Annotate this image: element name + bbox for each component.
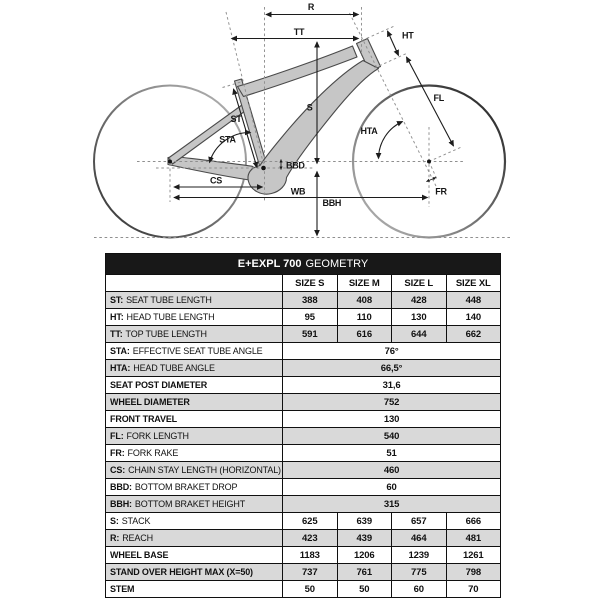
dimension-arrows: [173, 11, 454, 237]
table-row-chain-stay-length: CS: CHAIN STAY LENGTH (HORIZONTAL) 460: [105, 461, 502, 479]
head-tube-arrow: [386, 30, 400, 57]
seat-tube-arrow: [232, 88, 259, 169]
table-row-seat-tube-length: ST: SEAT TUBE LENGTH 388 408 428 448: [105, 291, 502, 309]
bottom-bracket-dot: [261, 165, 266, 171]
reach-label: R: [308, 2, 315, 12]
geometry-table: E+EXPL 700 GEOMETRY SIZE S SIZE M SIZE L …: [104, 253, 502, 598]
chain-stay-label: CS: [210, 176, 222, 186]
table-header-row: SIZE S SIZE M SIZE L SIZE XL: [105, 274, 502, 292]
fork-rake-label: FR: [435, 187, 447, 197]
fork-length-arrow: [406, 56, 454, 147]
model-name: E+EXPL 700: [237, 258, 302, 270]
top-tube-label: TT: [294, 27, 305, 37]
header-size-xl: SIZE XL: [445, 274, 502, 292]
top-tube: [236, 45, 358, 98]
table-row-head-tube-angle: HTA: HEAD TUBE ANGLE 66,5°: [105, 359, 502, 377]
table-row-fork-length: FL: FORK LENGTH 540: [105, 427, 502, 445]
stack-label: S: [307, 103, 313, 113]
head-tube-label: HT: [402, 31, 414, 41]
head-tube-perp-top: [361, 25, 396, 41]
header-size-s: SIZE S: [282, 274, 338, 292]
table-row-bottom-bracket-drop: BBD: BOTTOM BRAKET DROP 60: [105, 478, 502, 496]
table-row-bottom-bracket-height: BBH: BOTTOM BRAKET HEIGHT 315: [105, 495, 502, 513]
table-row-seat-tube-angle: STA: EFFECTIVE SEAT TUBE ANGLE 76°: [105, 342, 502, 360]
table-row-wheel-base: WHEEL BASE 1183 1206 1239 1261: [105, 546, 502, 564]
table-row-reach: R: REACH 423 439 464 481: [105, 529, 502, 547]
bike-geometry-diagram: R TT HT S ST STA FL HTA BBD CS WB BBH FR: [93, 2, 512, 239]
table-row-fork-rake: FR: FORK RAKE 51: [105, 444, 502, 462]
table-row-wheel-diameter: WHEEL DIAMETER 752: [105, 393, 502, 411]
seat-tube-label: ST: [231, 114, 243, 124]
table-title: E+EXPL 700 GEOMETRY: [104, 253, 502, 275]
table-row-stand-over-height: STAND OVER HEIGHT MAX (X=50) 737 761 775 79…: [105, 563, 502, 581]
rear-axle-dot: [168, 159, 172, 164]
seat-tube-angle-arc: [208, 129, 252, 164]
header-size-l: SIZE L: [391, 274, 447, 292]
table-row-stem: STEM 50 50 60 70: [105, 580, 502, 598]
table-row-seat-post-diameter: SEAT POST DIAMETER 31,6: [105, 376, 502, 394]
steering-axis-line: [349, 12, 438, 190]
table-row-top-tube-length: TT: TOP TUBE LENGTH 591 616 644 662: [105, 325, 502, 343]
head-tube-angle-label: HTA: [361, 126, 379, 136]
seat-stay-tube: [167, 102, 250, 165]
header-empty-cell: [105, 274, 283, 292]
frame: [167, 37, 382, 195]
seat-tube-angle-label: STA: [219, 135, 236, 145]
wheel-base-label: WB: [291, 187, 306, 197]
bb-height-label: BBH: [323, 198, 342, 208]
fork-rake-arrow: [426, 177, 437, 182]
title-suffix: GEOMETRY: [305, 258, 369, 270]
geometry-table-container: E+EXPL 700 GEOMETRY SIZE S SIZE M SIZE L …: [104, 253, 502, 598]
head-tube-angle-arc: [375, 120, 404, 160]
header-size-m: SIZE M: [336, 274, 392, 292]
fork-rake-parallel-line: [428, 161, 438, 181]
table-row-head-tube-length: HT: HEAD TUBE LENGTH 95 110 130 140: [105, 308, 502, 326]
fork-length-label: FL: [434, 93, 445, 103]
head-tube-perp-bottom: [374, 52, 408, 69]
table-row-front-travel: FRONT TRAVEL 130: [105, 410, 502, 428]
table-row-stack: S: STACK 625 639 657 666: [105, 512, 502, 530]
bb-drop-label: BBD: [286, 161, 305, 171]
table-title-row: E+EXPL 700 GEOMETRY: [104, 253, 502, 275]
fork-length-foot-line: [428, 146, 462, 162]
front-axle-dot: [427, 159, 431, 164]
seat-tube-perp-top: [222, 81, 242, 88]
